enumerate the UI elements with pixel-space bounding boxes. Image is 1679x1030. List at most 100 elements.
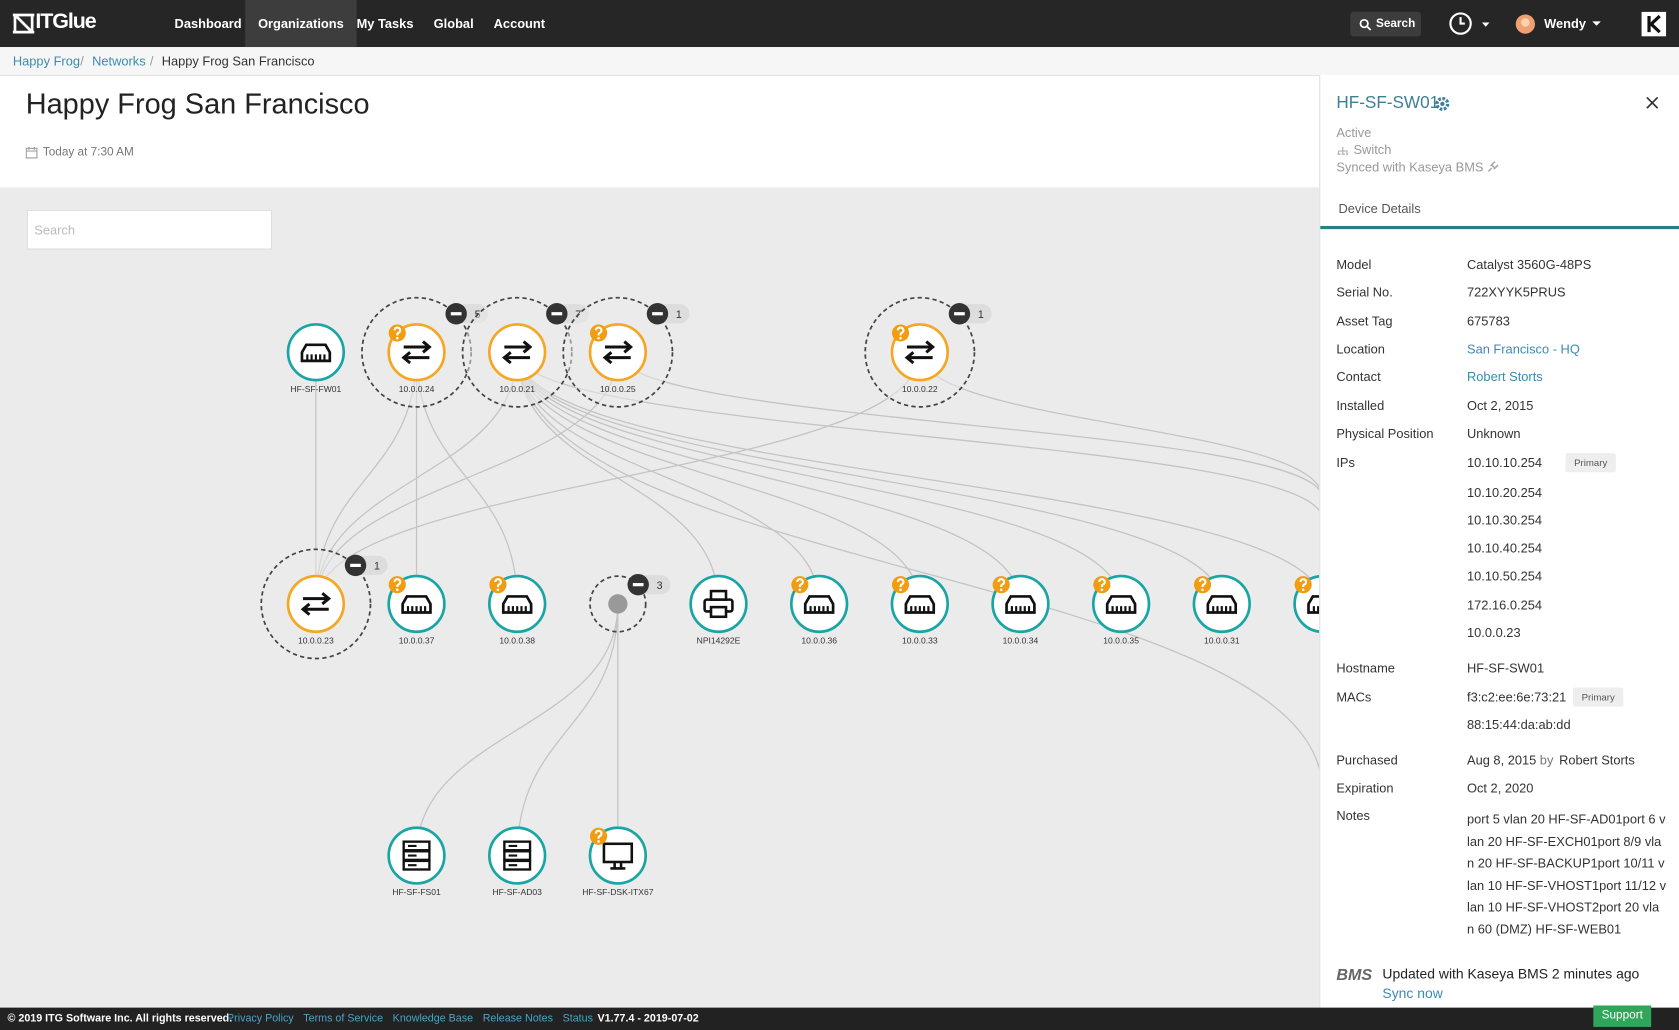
warning-badge [1093,576,1111,594]
field-value: 88:15:44:da:ab:dd [1466,717,1571,733]
node[interactable] [488,826,547,885]
field-value: 172.16.0.254 [1466,597,1543,613]
group-ring [589,575,647,633]
node[interactable] [890,574,949,634]
edge [516,352,820,604]
nav-item[interactable]: Global [433,16,474,32]
warning-badge [590,827,608,845]
nav-item[interactable]: Dashboard [174,16,242,32]
node-icon [1005,595,1036,614]
kaseya-logo[interactable] [1641,11,1667,37]
field-label: IPs [1336,455,1355,471]
network-map: Search HF-SF-FW0110.0.0.24510.0.0.21710.… [0,187,1320,1008]
edge [516,352,1320,512]
notes: port 5 vlan 20 HF-SF-AD01port 6 vlan 20 … [1466,811,1667,937]
purchased-by: Robert Storts [1559,752,1635,768]
map-search[interactable]: Search [26,209,272,250]
edge [516,352,1320,593]
node[interactable] [789,574,849,634]
node[interactable] [1192,574,1251,634]
field-value: Catalyst 3560G-48PS [1466,256,1592,272]
nav-item[interactable]: Organizations [245,0,357,48]
switch-icon [1337,146,1349,155]
warning-badge [992,576,1010,594]
copyright: © 2019 ITG Software Inc. All rights rese… [7,1012,233,1025]
node[interactable] [286,323,346,382]
node[interactable] [1091,574,1151,634]
user-caret [1592,21,1601,26]
field-value: Oct 2, 2020 [1466,780,1534,796]
field-value[interactable]: Robert Storts [1466,369,1543,385]
node[interactable] [461,296,573,408]
node[interactable] [387,574,446,634]
bms-logo: BMS [1336,965,1373,985]
edge [516,352,1320,772]
device-title[interactable]: HF-SF-SW01 [1336,94,1440,113]
node[interactable] [260,548,372,660]
node-label: 10.0.0.31 [1204,636,1240,646]
node[interactable] [1293,574,1320,633]
close-button[interactable] [1645,95,1660,110]
node-label: HF-SF-FW01 [290,384,341,394]
field-value: 10.10.40.254 [1466,540,1543,556]
node[interactable] [991,574,1050,634]
node-icon [1105,595,1137,614]
field-value: 10.10.50.254 [1466,568,1543,584]
node[interactable] [864,296,976,408]
node-icon [402,840,431,871]
history-menu[interactable] [1448,11,1497,37]
tab[interactable]: Device Details [1338,201,1421,217]
plug-icon [1487,161,1499,172]
field-label: Notes [1336,808,1370,824]
avatar[interactable] [1515,14,1535,34]
field-value: Aug 8, 2015 [1466,752,1537,768]
status: Active [1336,125,1372,141]
node-label: 10.0.0.24 [399,384,435,394]
footer-link[interactable]: Terms of Service [303,1012,384,1025]
node[interactable] [361,296,473,408]
footer: © 2019 ITG Software Inc. All rights rese… [0,1005,1679,1030]
user-name[interactable]: Wendy [1544,16,1586,32]
footer-link[interactable]: Status [562,1012,593,1025]
warning-badge [590,324,608,342]
node-circle [286,323,346,382]
node-count: 1 [978,309,984,321]
nav-item[interactable]: My Tasks [356,16,414,32]
field-label: Location [1336,341,1385,357]
node-label: NPI14292E [697,636,741,646]
nav-item[interactable]: Account [493,16,546,32]
node[interactable] [589,575,647,633]
breadcrumb-link[interactable]: Happy Frog [12,53,80,69]
field-value: 675783 [1466,313,1510,329]
gear-icon[interactable] [1435,96,1450,111]
node[interactable] [488,574,547,634]
node-icon [1206,595,1238,614]
support-button[interactable]: Support [1593,1005,1652,1027]
node-circle [387,826,446,885]
breadcrumb-link[interactable]: Networks [92,53,146,69]
node-label: 10.0.0.38 [499,636,535,646]
node-count: 1 [676,309,682,321]
node-icon [602,842,634,870]
top-nav: ITGlue Dashboard Organizations My Tasks Glo… [0,0,1679,48]
logo[interactable]: ITGlue [35,9,96,34]
search-button[interactable]: Search [1350,11,1421,37]
map-graph: HF-SF-FW0110.0.0.24510.0.0.21710.0.0.251… [260,296,1320,897]
footer-link[interactable]: Privacy Policy [227,1012,294,1025]
edge [919,352,1320,489]
sync-now[interactable]: Sync now [1382,985,1443,1002]
node-label: HF-SF-DSK-ITX67 [582,887,653,897]
node-circle [488,826,547,885]
node[interactable] [689,574,748,634]
node[interactable] [562,296,674,408]
node[interactable] [387,826,446,885]
node-icon [602,340,634,365]
node[interactable] [588,826,648,885]
field-value[interactable]: San Francisco - HQ [1466,341,1580,357]
primary-tag: Primary [1573,687,1624,707]
footer-link[interactable]: Release Notes [482,1012,553,1025]
footer-link[interactable]: Knowledge Base [392,1012,474,1025]
footer-links: Privacy Policy Terms of Service Knowledge … [227,1008,603,1030]
primary-tag: Primary [1565,452,1616,473]
field-label: Expiration [1336,780,1394,796]
